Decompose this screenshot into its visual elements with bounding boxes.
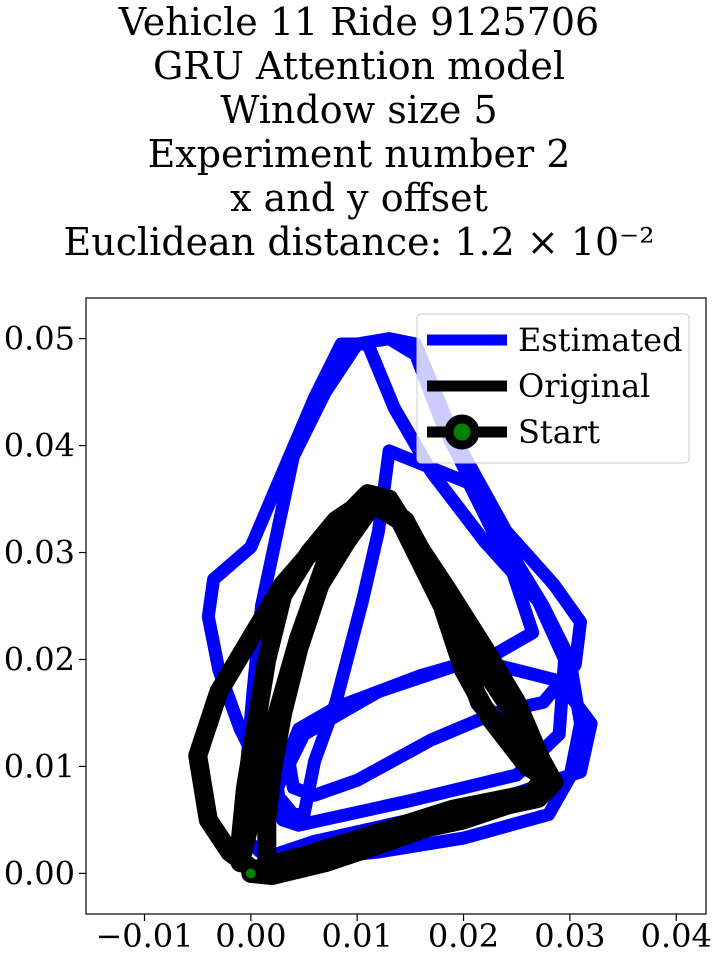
axes-frame bbox=[85, 297, 707, 915]
axis-ticks: −0.01 0.00 0.01 0.02 0.03 0.04 0.00 0.01 0.02 0.0… bbox=[4, 320, 712, 955]
legend-label-original: Original bbox=[518, 367, 650, 405]
y-tick-label: 0.03 bbox=[4, 534, 75, 572]
y-tick-label: 0.02 bbox=[4, 640, 75, 678]
x-tick-label: 0.00 bbox=[215, 917, 286, 955]
series-line-original bbox=[188, 484, 564, 885]
y-tick-label: 0.00 bbox=[4, 854, 75, 892]
x-tick-label: −0.01 bbox=[95, 917, 193, 955]
y-tick-label: 0.04 bbox=[4, 427, 75, 465]
plot-area-lines bbox=[188, 332, 598, 885]
series-line-estimated bbox=[201, 332, 598, 880]
title-line-model: GRU Attention model bbox=[152, 44, 566, 88]
x-tick-label: 0.04 bbox=[641, 917, 712, 955]
x-tick-label: 0.02 bbox=[428, 917, 499, 955]
x-tick-label: 0.01 bbox=[322, 917, 393, 955]
legend: Estimated Original Start bbox=[416, 313, 690, 464]
title-line-vehicle: Vehicle 11 Ride 9125706 bbox=[118, 0, 600, 44]
y-tick-label: 0.05 bbox=[4, 320, 75, 358]
y-tick-label: 0.01 bbox=[4, 747, 75, 785]
chart-title: Vehicle 11 Ride 9125706 GRU Attention mo… bbox=[0, 0, 718, 264]
x-tick-label: 0.03 bbox=[534, 917, 605, 955]
start-marker bbox=[241, 864, 260, 883]
legend-label-start: Start bbox=[518, 413, 600, 451]
title-line-experiment: Experiment number 2 bbox=[147, 132, 571, 176]
title-line-distance: Euclidean distance: 1.2 × 10⁻² bbox=[63, 220, 655, 264]
legend-box bbox=[416, 313, 690, 464]
title-line-offset: x and y offset bbox=[230, 176, 488, 220]
legend-start-marker bbox=[444, 414, 480, 450]
legend-label-estimated: Estimated bbox=[518, 321, 683, 359]
title-line-window: Window size 5 bbox=[220, 88, 498, 132]
